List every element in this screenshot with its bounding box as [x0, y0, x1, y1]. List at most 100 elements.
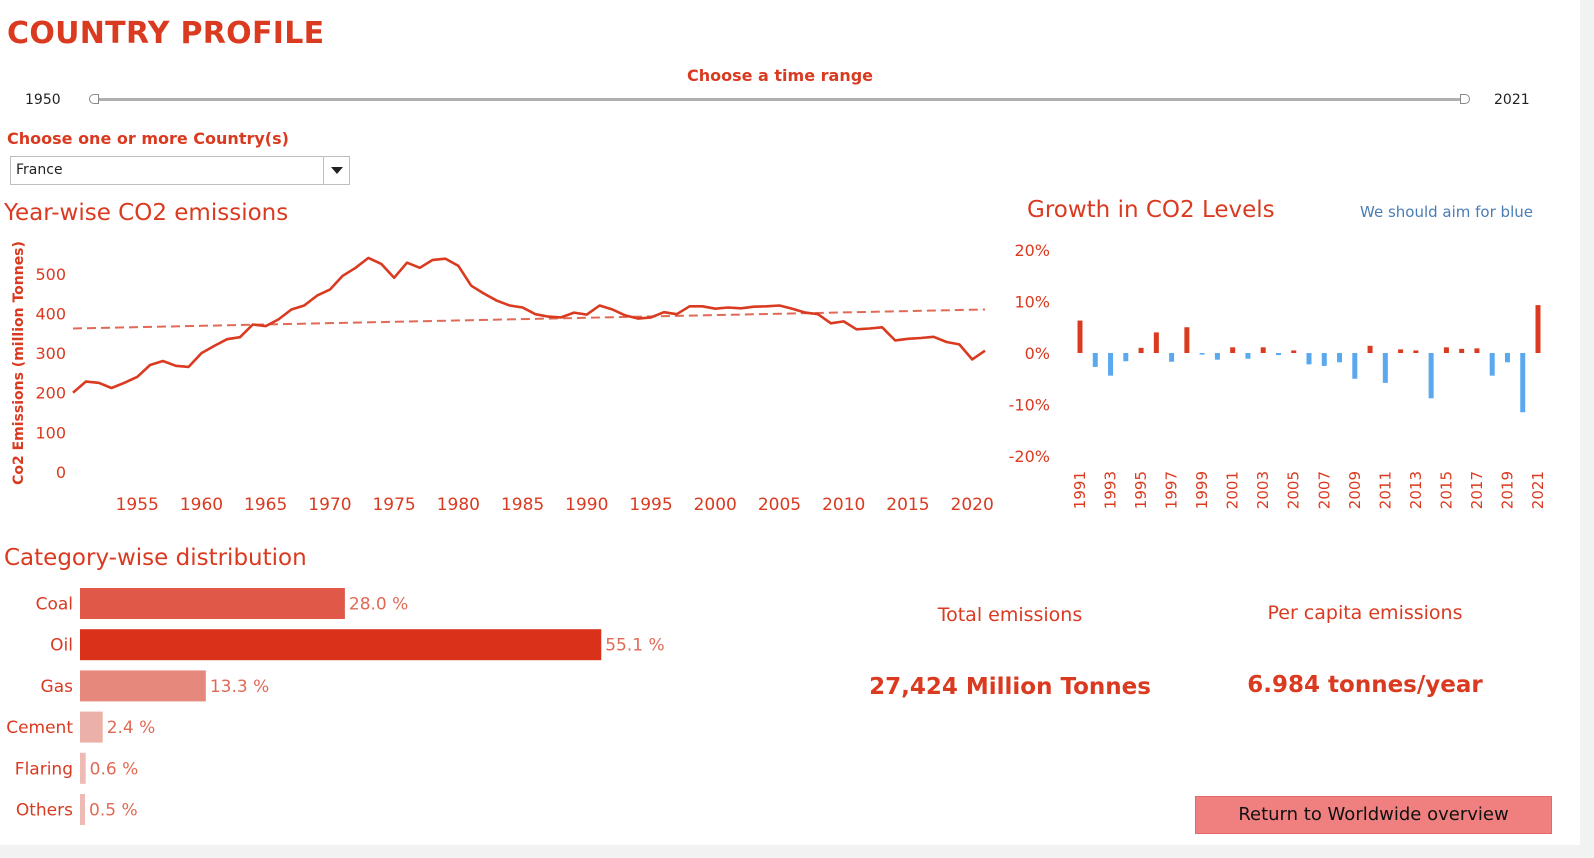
growth-bar [1169, 353, 1175, 362]
growth-y-tick-label: 10% [1014, 293, 1050, 312]
growth-bar [1199, 353, 1205, 355]
growth-x-tick-label: 2007 [1315, 471, 1333, 509]
category-bar [80, 752, 86, 784]
category-bar [80, 711, 103, 743]
line-y-tick-label: 300 [35, 344, 66, 363]
growth-x-tick-label: 2001 [1224, 471, 1242, 509]
slider-handle-end[interactable] [1460, 94, 1470, 104]
category-label: Flaring [15, 759, 73, 779]
growth-bar [1306, 353, 1312, 365]
growth-bar [1245, 353, 1251, 359]
line-y-axis-label: Co2 Emissions (million Tonnes) [11, 241, 27, 485]
growth-bar [1214, 353, 1220, 360]
growth-bar [1459, 348, 1465, 353]
line-x-tick-label: 1980 [437, 495, 480, 515]
time-range-start: 1950 [25, 92, 61, 108]
growth-y-tick-label: -20% [1009, 447, 1050, 466]
right-scroll-strip [1580, 0, 1594, 845]
growth-x-tick-label: 2021 [1529, 471, 1547, 509]
line-x-tick-label: 1995 [629, 495, 672, 515]
time-range-label: Choose a time range [686, 66, 874, 85]
growth-bar [1275, 353, 1281, 356]
growth-bar [1077, 320, 1083, 353]
growth-x-tick-label: 1993 [1102, 471, 1120, 509]
dropdown-button[interactable] [323, 157, 349, 184]
growth-x-tick-label: 2003 [1254, 471, 1272, 509]
growth-bar [1367, 345, 1373, 353]
growth-bar [1230, 347, 1236, 353]
growth-bar [1504, 353, 1510, 363]
slider-handle-start[interactable] [89, 94, 99, 104]
growth-x-tick-label: 1991 [1071, 471, 1089, 509]
total-emissions-value: 27,424 Million Tonnes [869, 674, 1151, 700]
category-value-label: 0.5 % [89, 801, 138, 821]
growth-bar [1428, 353, 1434, 399]
growth-bar [1092, 353, 1098, 367]
page-title: COUNTRY PROFILE [7, 16, 325, 51]
line-y-tick-label: 400 [35, 304, 66, 323]
country-dropdown[interactable]: France [10, 156, 350, 185]
total-emissions-title: Total emissions [937, 604, 1083, 626]
return-worldwide-button[interactable]: Return to Worldwide overview [1195, 796, 1552, 834]
category-bar [80, 629, 602, 661]
growth-x-tick-label: 2005 [1285, 471, 1303, 509]
category-chart-title: Category-wise distribution [4, 545, 307, 571]
country-dropdown-value: France [16, 162, 63, 178]
growth-bar [1291, 350, 1297, 353]
category-bar [80, 794, 85, 825]
growth-x-tick-label: 2019 [1498, 471, 1516, 509]
growth-y-tick-label: -10% [1009, 396, 1050, 415]
line-x-tick-label: 2005 [758, 495, 801, 515]
growth-bar [1413, 350, 1419, 353]
growth-bar [1260, 347, 1266, 353]
line-y-tick-label: 500 [35, 265, 66, 284]
line-x-tick-label: 1985 [501, 495, 544, 515]
category-value-label: 55.1 % [605, 636, 664, 656]
growth-bar [1535, 305, 1541, 353]
growth-bar [1184, 327, 1190, 353]
growth-chart-annotation: We should aim for blue [1360, 203, 1533, 221]
chevron-down-icon [331, 167, 343, 174]
line-x-tick-label: 1970 [308, 495, 351, 515]
category-value-label: 0.6 % [90, 759, 139, 779]
category-label: Gas [41, 677, 74, 697]
growth-x-tick-label: 1997 [1163, 471, 1181, 509]
line-x-tick-label: 1955 [116, 495, 159, 515]
line-chart-title: Year-wise CO2 emissions [4, 200, 289, 226]
line-x-tick-label: 2015 [886, 495, 929, 515]
growth-y-tick-label: 20% [1014, 241, 1050, 260]
category-label: Oil [50, 636, 73, 656]
line-x-tick-label: 1960 [180, 495, 223, 515]
growth-chart-title: Growth in CO2 Levels [1027, 197, 1275, 223]
growth-bar [1489, 353, 1495, 376]
time-range-slider[interactable] [93, 98, 1465, 101]
line-x-tick-label: 1990 [565, 495, 608, 515]
per-capita-title: Per capita emissions [1267, 602, 1463, 624]
line-y-tick-label: 200 [35, 384, 66, 403]
line-x-tick-label: 2020 [951, 495, 994, 515]
category-value-label: 2.4 % [107, 718, 156, 738]
growth-x-tick-label: 2015 [1437, 471, 1455, 509]
growth-x-tick-label: 2013 [1407, 471, 1425, 509]
category-bar-chart: Coal 28.0 % Oil 55.1 % Gas 13.3 % Cement 2.4 % F… [6, 588, 665, 825]
growth-x-tick-label: 2009 [1346, 471, 1364, 509]
time-range-end: 2021 [1494, 92, 1530, 108]
line-y-tick-label: 0 [56, 463, 66, 482]
growth-bar [1337, 353, 1343, 363]
category-value-label: 28.0 % [349, 595, 408, 615]
line-x-tick-label: 2000 [694, 495, 737, 515]
growth-bar-chart: 20% 10% 0% -10% -20% 1991 1993 1995 1997 1999 2001… [1009, 241, 1547, 509]
per-capita-value: 6.984 tonnes/year [1247, 672, 1483, 698]
growth-bar [1474, 348, 1480, 353]
growth-bar [1108, 353, 1114, 376]
category-label: Cement [6, 718, 73, 738]
line-x-tick-label: 1965 [244, 495, 287, 515]
growth-bar [1382, 353, 1388, 383]
growth-x-tick-label: 2011 [1376, 471, 1394, 509]
category-bar [80, 670, 206, 702]
growth-x-tick-label: 1999 [1193, 471, 1211, 509]
growth-bar [1352, 353, 1358, 379]
growth-bar [1138, 347, 1144, 353]
growth-bar [1153, 332, 1159, 353]
growth-bar [1123, 353, 1129, 362]
